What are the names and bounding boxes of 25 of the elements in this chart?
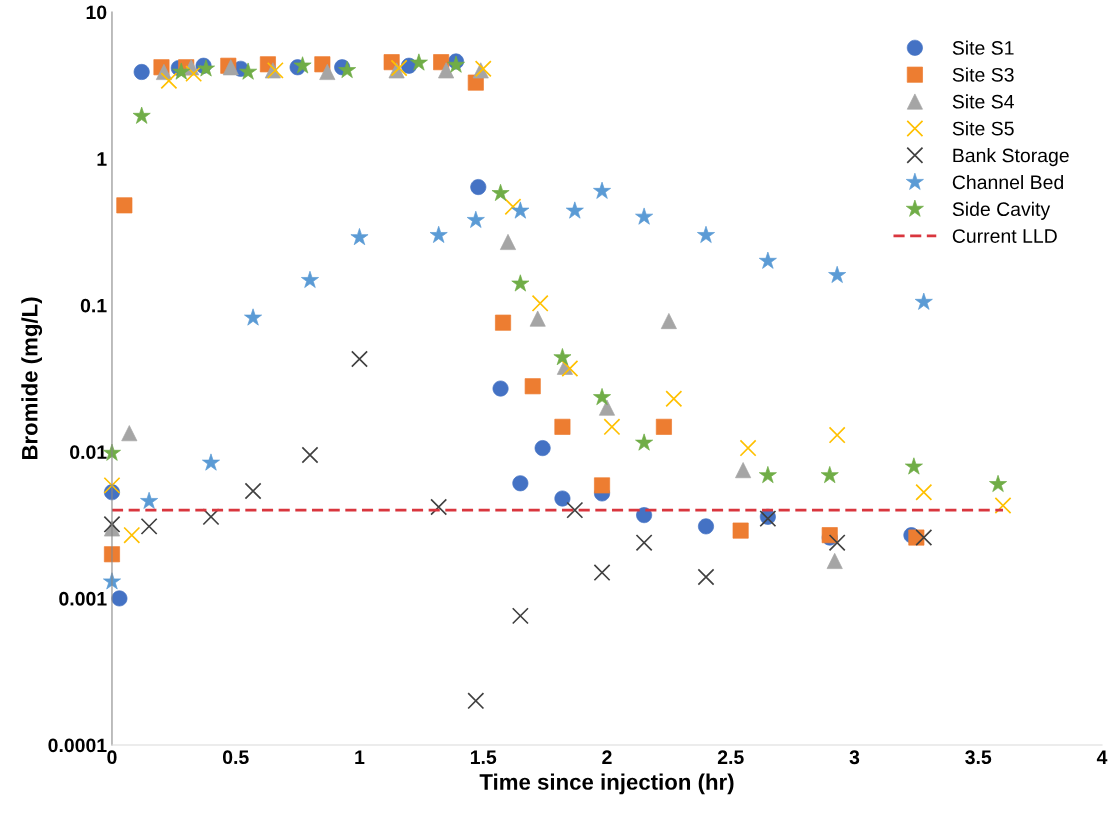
legend-label: Site S4	[952, 94, 1014, 109]
y-axis-title: Bromide (mg/L)	[21, 297, 43, 460]
y-tick-label: 0.1	[80, 298, 107, 313]
y-tick-label: 10	[86, 5, 107, 20]
legend-label: Site S3	[952, 67, 1014, 82]
y-tick-label: 0.001	[59, 591, 107, 606]
x-tick-label: 2.5	[717, 750, 744, 765]
x-tick-label: 0.5	[222, 750, 249, 765]
legend-label: Current LLD	[952, 229, 1057, 243]
x-tick-label: 3	[849, 750, 860, 765]
x-axis-title: Time since injection (hr)	[479, 773, 734, 795]
y-tick-label: 1	[97, 152, 107, 166]
legend-label: Bank Storage	[953, 148, 1069, 167]
legend-label: Side Cavity	[952, 201, 1051, 220]
legend-label: Site S1	[952, 40, 1014, 55]
x-tick-label: 1	[355, 750, 365, 764]
legend-label: Site S5	[952, 121, 1014, 136]
x-tick-label: 3.5	[965, 750, 992, 765]
legend-label: Channel Bed	[952, 174, 1063, 190]
x-tick-label: 2	[602, 750, 612, 764]
x-tick-label: 4	[1096, 750, 1108, 764]
x-tick-label: 1.5	[470, 750, 497, 765]
x-tick-label: 0	[107, 750, 117, 765]
y-tick-label: 0.0001	[48, 738, 107, 753]
y-tick-label: 0.01	[70, 445, 107, 460]
